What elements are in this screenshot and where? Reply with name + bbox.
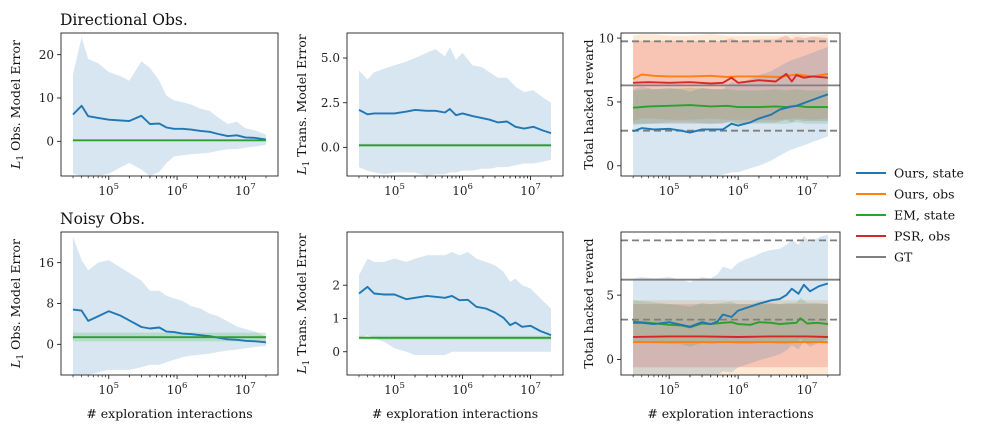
series-line-ours-state <box>72 104 267 141</box>
directional-trans-model-error-panel: 0.0 2.5 5.0 105 106 107 L1 Trans. Model Error <box>294 32 564 198</box>
y-tick-label: 8 <box>46 297 54 311</box>
x-tick-label: 107 <box>520 381 541 397</box>
x-tick-label: 105 <box>98 182 119 198</box>
y-tick-label: 10 <box>39 91 54 105</box>
series-line-ours-state <box>632 93 829 134</box>
directional-obs-model-error-plot-area <box>72 37 267 176</box>
x-tick-label: 107 <box>235 381 256 397</box>
axes-frame <box>60 32 279 177</box>
x-tick-label: 105 <box>659 381 680 397</box>
directional-hacked-reward-plot-area <box>621 34 840 176</box>
x-tick-label: 106 <box>452 182 473 198</box>
y-tick-label: 5 <box>606 288 614 302</box>
x-tick-label: 107 <box>797 182 818 198</box>
x-tick-label: 106 <box>728 381 749 397</box>
x-tick-label: 107 <box>235 182 256 198</box>
y-axis-label: L1 Trans. Model Error <box>294 34 312 175</box>
y-tick-label: 5.0 <box>321 51 340 65</box>
y-tick-label: 5 <box>606 95 614 109</box>
series-line-ours-state <box>633 282 829 328</box>
y-tick-label: 0 <box>46 135 54 149</box>
y-tick-label: 20 <box>39 48 54 62</box>
x-tick-label: 106 <box>167 182 188 198</box>
x-tick-label: 107 <box>797 381 818 397</box>
axes-frame <box>620 32 841 177</box>
y-axis-label: L1 Trans. Model Error <box>294 233 312 374</box>
axes-frame <box>346 231 564 376</box>
legend-entry-label: PSR, obs <box>894 229 950 244</box>
panel-title: Noisy Obs. <box>60 210 145 228</box>
legend: Ours, state Ours, obs EM, state PSR, obs GT <box>856 166 964 265</box>
band-ours-state <box>359 47 551 176</box>
y-axis-label: Total hacked reward <box>581 238 596 368</box>
series-line-ours-state <box>72 308 267 344</box>
legend-entry-label: Ours, state <box>894 166 964 181</box>
directional-hacked-reward-panel: 0 5 10 105 106 107 Total hacked reward <box>581 31 841 198</box>
x-tick-label: 106 <box>167 381 188 397</box>
legend-entry-label: Ours, obs <box>894 187 955 202</box>
y-tick-label: 10 <box>599 31 614 45</box>
axes-frame <box>346 32 564 177</box>
band-ours-state <box>633 234 828 375</box>
y-axis-label: L1 Obs. Model Error <box>8 40 26 170</box>
band-ours-state <box>359 252 551 355</box>
y-tick-label: 2 <box>332 278 340 292</box>
legend-entry-label: EM, state <box>894 208 955 223</box>
directional-obs-model-error-panel: 0 10 20 105 106 107 L1 Obs. Model Error Directi… <box>8 11 279 198</box>
x-axis-label: # exploration interactions <box>372 406 538 421</box>
band-ours-state <box>73 237 266 375</box>
legend-entry-label: GT <box>894 250 913 265</box>
series-line-psr-obs <box>633 72 828 85</box>
y-tick-label: 1 <box>332 312 340 326</box>
band-ours-state <box>73 37 266 176</box>
series-line-psr-obs <box>633 335 828 338</box>
band-psr-obs <box>633 35 828 124</box>
y-tick-label: 0 <box>46 338 54 352</box>
panel-title: Directional Obs. <box>60 11 188 29</box>
noisy-trans-model-error-panel: 0 1 2 105 106 107 L1 Trans. Model Error # explo… <box>294 231 564 421</box>
y-tick-label: 2.5 <box>321 96 340 110</box>
y-tick-label: 16 <box>39 256 54 270</box>
y-tick-label: 0 <box>606 353 614 367</box>
noisy-trans-model-error-plot-area <box>358 252 552 355</box>
x-tick-label: 105 <box>384 182 405 198</box>
x-tick-label: 106 <box>452 381 473 397</box>
y-axis-label: L1 Obs. Model Error <box>8 239 26 369</box>
x-tick-label: 107 <box>520 182 541 198</box>
axes-frame <box>620 231 841 376</box>
x-tick-label: 105 <box>384 381 405 397</box>
x-axis-label: # exploration interactions <box>647 406 813 421</box>
x-tick-label: 105 <box>98 381 119 397</box>
y-tick-label: 0 <box>606 159 614 173</box>
noisy-obs-model-error-plot-area <box>72 237 267 375</box>
series-line-ours-state <box>358 285 552 336</box>
noisy-hacked-reward-plot-area <box>621 234 840 375</box>
x-axis-label: # exploration interactions <box>86 406 252 421</box>
x-tick-label: 106 <box>728 182 749 198</box>
series-line-ours-state <box>358 108 552 135</box>
directional-trans-model-error-plot-area <box>358 47 552 176</box>
y-axis-label: Total hacked reward <box>581 39 596 169</box>
y-tick-label: 0.0 <box>321 141 340 155</box>
x-tick-label: 105 <box>659 182 680 198</box>
noisy-obs-model-error-panel: 0 8 16 105 106 107 L1 Obs. Model Error # explor… <box>8 210 279 421</box>
y-tick-label: 0 <box>332 345 340 359</box>
noisy-hacked-reward-panel: 0 5 105 106 107 Total hacked reward # explorat… <box>581 231 841 421</box>
